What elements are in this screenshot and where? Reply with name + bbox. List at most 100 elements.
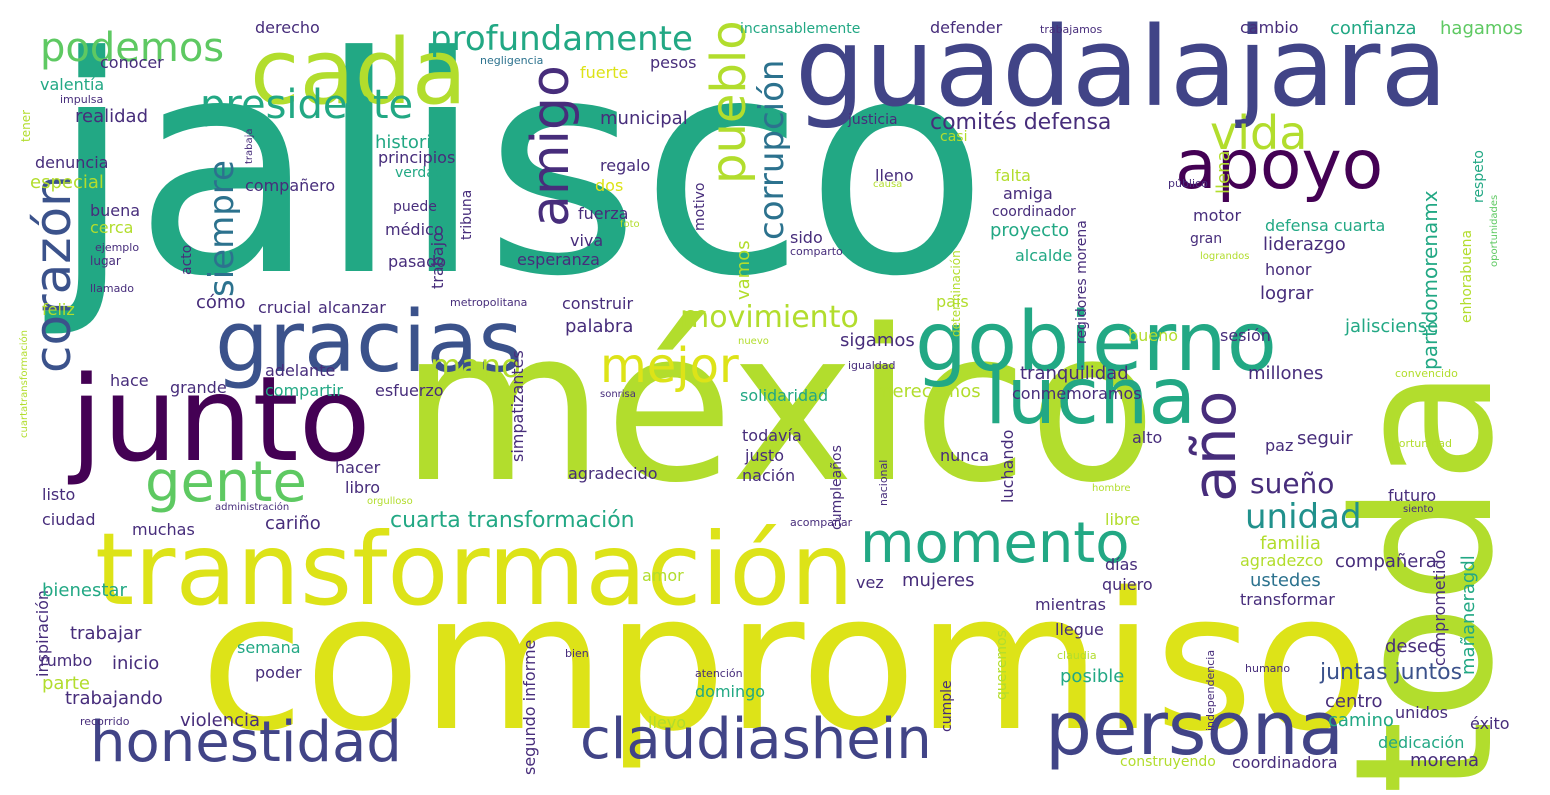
word-97: liderazgo: [1263, 234, 1346, 255]
word-189: domingo: [695, 682, 766, 701]
word-31: sueño: [1250, 467, 1335, 500]
word-2: compromiso: [200, 552, 1370, 773]
word-74: buena: [90, 201, 141, 220]
word-48: realidad: [75, 106, 148, 127]
word-147: listo: [42, 485, 76, 504]
word-94: gran: [1190, 231, 1223, 247]
word-63: regalo: [600, 156, 651, 175]
word-68: falta: [995, 166, 1031, 185]
word-34: comités defensa: [930, 110, 1112, 135]
word-134: nunca: [940, 446, 990, 465]
word-143: justo: [745, 446, 784, 465]
word-151: cariño: [265, 513, 321, 534]
word-105: alcanzar: [318, 298, 386, 317]
word-81: viva: [570, 231, 604, 250]
word-188: trabajando: [65, 688, 163, 709]
word-121: esfuerzo: [375, 381, 444, 400]
word-16: momento: [860, 511, 1130, 576]
word-169: bienestar: [42, 580, 127, 601]
word-79: acto: [179, 244, 195, 275]
word-43: pesos: [650, 53, 697, 72]
word-199: construyendo: [1120, 754, 1216, 770]
word-39: trabajamos: [1040, 23, 1103, 36]
word-158: futuro: [1388, 486, 1437, 505]
word-5: transformación: [95, 511, 854, 628]
word-37: cambio: [1240, 18, 1299, 37]
word-116: sigamos: [840, 330, 915, 351]
word-135: nacional: [877, 459, 890, 506]
word-99: esperanza: [517, 250, 600, 269]
word-113: feliz: [42, 300, 75, 319]
word-44: fuerte: [580, 63, 629, 82]
word-67: causa: [873, 179, 903, 190]
word-181: claudia: [1057, 649, 1097, 662]
word-198: dedicación: [1378, 733, 1465, 752]
word-195: violencia: [180, 710, 261, 731]
word-47: impulsa: [60, 93, 104, 106]
word-9: gobierno: [915, 295, 1277, 390]
word-75: cerca: [90, 218, 134, 237]
word-15: honestidad: [90, 710, 402, 775]
word-49: municipal: [600, 108, 688, 129]
word-136: luchando: [998, 429, 1017, 503]
word-101: honor: [1265, 260, 1312, 279]
word-179: inicio: [112, 653, 160, 674]
word-190: centro: [1325, 691, 1383, 712]
word-165: ustedes: [1250, 570, 1321, 591]
word-112: jalisciense: [1345, 316, 1439, 337]
word-95: lograndos: [1200, 251, 1250, 262]
word-98: pasado: [388, 252, 447, 271]
word-104: crucial: [258, 298, 312, 317]
word-192: segundo informe: [520, 639, 539, 775]
word-40: incansablemente: [740, 21, 861, 37]
word-117: adelante: [265, 361, 336, 380]
word-174: llegue: [1055, 620, 1104, 639]
word-201: morena: [1410, 750, 1480, 771]
word-191: unidos: [1395, 703, 1449, 722]
word-157: mañaneragdl: [1458, 555, 1479, 675]
word-89: comparto: [790, 245, 843, 258]
word-130: conmemoramos: [1012, 384, 1142, 403]
word-200: coordinadora: [1232, 753, 1338, 772]
word-25: corrupción: [752, 59, 792, 240]
word-175: deseo: [1385, 636, 1439, 657]
word-58: denuncia: [35, 153, 109, 172]
word-162: días: [1105, 555, 1138, 574]
word-21: presidente: [200, 82, 414, 128]
word-145: agradecido: [568, 464, 658, 483]
word-8: gracias: [215, 293, 523, 392]
word-18: mejor: [600, 338, 739, 394]
word-132: todavía: [742, 426, 802, 445]
word-59: especial: [30, 172, 104, 193]
word-180: bien: [565, 647, 589, 660]
word-62: compañero: [245, 176, 336, 195]
word-144: nación: [742, 466, 796, 485]
word-17: gente: [145, 450, 307, 515]
word-177: semana: [237, 638, 301, 657]
word-176: trabajar: [70, 623, 142, 644]
word-26: siempre: [202, 160, 242, 297]
word-114: palabra: [565, 316, 634, 337]
word-100: alcalde: [1015, 246, 1073, 265]
word-119: grande: [170, 378, 227, 397]
word-13: persona: [1045, 686, 1344, 772]
word-126: tranquilidad: [1020, 363, 1129, 384]
word-140: oportunidad: [1385, 437, 1452, 450]
word-0: jalisco: [50, 0, 989, 342]
word-159: siento: [1403, 504, 1434, 515]
word-12: vida: [1210, 106, 1308, 160]
word-82: foto: [620, 219, 640, 230]
word-124: igualdad: [848, 359, 896, 372]
word-149: administración: [215, 502, 290, 513]
word-45: conocer: [100, 53, 164, 72]
word-28: mano: [430, 347, 521, 385]
word-171: mientras: [1035, 595, 1107, 614]
word-163: quiero: [1102, 575, 1153, 594]
word-142: libro: [345, 478, 381, 497]
word-103: cómo: [196, 292, 246, 313]
word-24: pueblo: [701, 20, 757, 184]
word-3: guadalajara: [795, 3, 1448, 131]
word-127: millones: [1248, 363, 1324, 384]
word-77: lugar: [90, 254, 121, 268]
